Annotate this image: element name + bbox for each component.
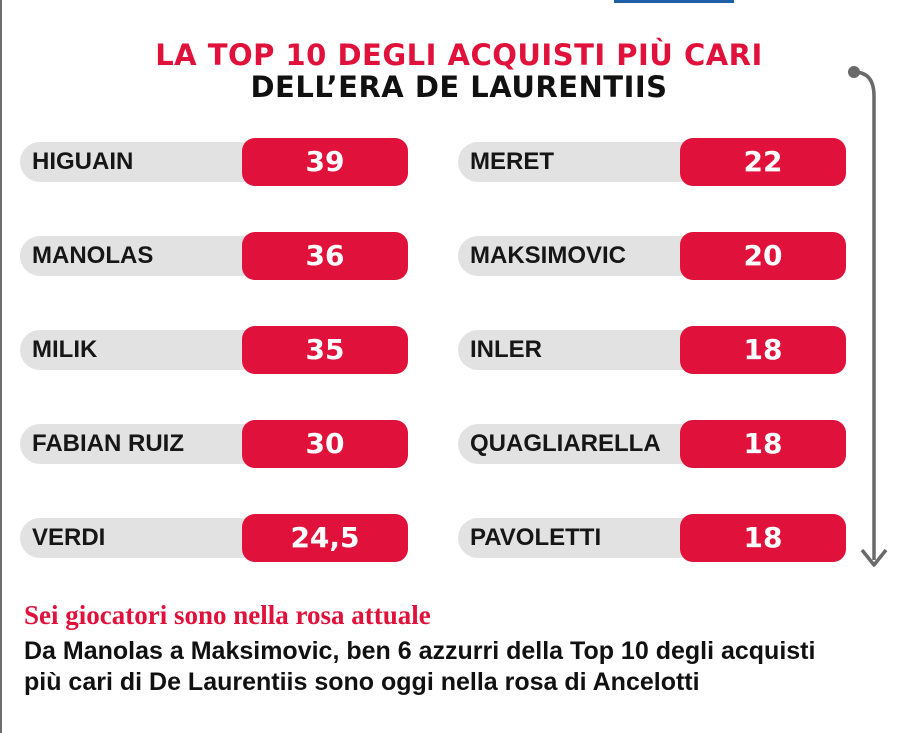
- ranking-row: INLER 18: [458, 326, 846, 374]
- player-name: VERDI: [32, 524, 106, 551]
- player-name: MILIK: [32, 336, 98, 363]
- price-badge: 18: [680, 420, 846, 468]
- subtitle: Sei giocatori sono nella rosa attuale: [24, 600, 431, 630]
- price-badge: 39: [242, 138, 408, 186]
- player-name: MANOLAS: [32, 242, 154, 269]
- ranking-row: QUAGLIARELLA 18: [458, 420, 846, 468]
- price-badge: 18: [680, 326, 846, 374]
- description-line: Da Manolas a Maksimovic, ben 6 azzurri d…: [24, 637, 816, 665]
- title-line-1: LA TOP 10 DEGLI ACQUISTI PIÙ CARI: [155, 38, 763, 72]
- frame-border: [0, 0, 2, 733]
- ranking-row: HIGUAIN 39: [20, 138, 408, 186]
- down-arrow-icon: [848, 66, 888, 567]
- player-name: PAVOLETTI: [470, 524, 602, 551]
- price-badge: 20: [680, 232, 846, 280]
- ranking-row: MAKSIMOVIC 20: [458, 232, 846, 280]
- price-badge: 35: [242, 326, 408, 374]
- price-badge: 24,5: [242, 514, 408, 562]
- price-badge: 30: [242, 420, 408, 468]
- price-badge: 18: [680, 514, 846, 562]
- ranking-row: MANOLAS 36: [20, 232, 408, 280]
- top-strip: [614, 0, 734, 3]
- player-name: QUAGLIARELLA: [470, 430, 661, 457]
- ranking-row: MILIK 35: [20, 326, 408, 374]
- player-name: INLER: [470, 336, 542, 363]
- player-name: FABIAN RUIZ: [32, 430, 184, 457]
- player-name: MERET: [470, 148, 554, 175]
- description: Da Manolas a Maksimovic, ben 6 azzurri d…: [24, 636, 894, 698]
- ranking-row: FABIAN RUIZ 30: [20, 420, 408, 468]
- description-line: più cari di De Laurentiis sono oggi nell…: [24, 668, 700, 696]
- price-badge: 36: [242, 232, 408, 280]
- title-line-2: DELL’ERA DE LAURENTIIS: [250, 70, 668, 104]
- price-badge: 22: [680, 138, 846, 186]
- ranking-row: VERDI 24,5: [20, 514, 408, 562]
- player-name: MAKSIMOVIC: [470, 242, 626, 269]
- ranking-row: PAVOLETTI 18: [458, 514, 846, 562]
- ranking-row: MERET 22: [458, 138, 846, 186]
- player-name: HIGUAIN: [32, 148, 134, 175]
